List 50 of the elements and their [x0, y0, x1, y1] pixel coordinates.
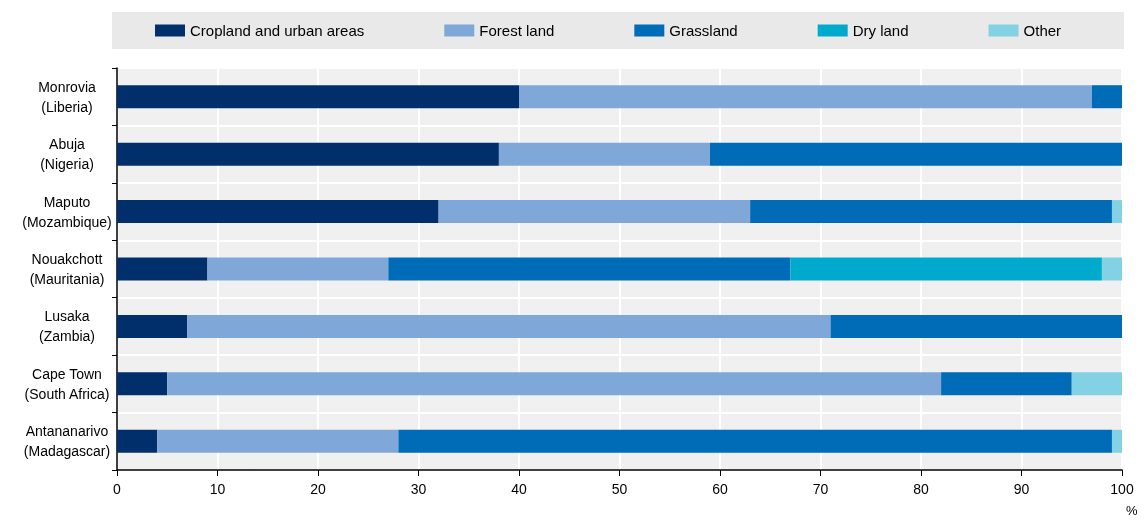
y-tick-label: Lusaka (Zambia): [38, 308, 96, 345]
x-tick-label: 0: [113, 481, 122, 497]
y-tick-label: Antananarivo (Madagascar): [23, 423, 111, 460]
bar: [709, 142, 1122, 166]
x-tick-label: 70: [812, 481, 829, 497]
x-axis-title: %: [1126, 503, 1138, 518]
bar: [438, 200, 751, 224]
bar: [398, 429, 1112, 453]
x-tick-label: 50: [611, 481, 628, 497]
bar: [157, 429, 399, 453]
y-tick-label: Cape Town (South Africa): [24, 365, 110, 402]
x-tick-label: 30: [410, 481, 427, 497]
bar: [117, 200, 439, 224]
bar: [117, 257, 208, 281]
bar: [167, 372, 942, 396]
y-tick-label: Abuja (Nigeria): [40, 136, 94, 173]
x-tick-label: 60: [712, 481, 728, 497]
bar: [830, 314, 1122, 338]
bar: [117, 429, 158, 453]
bar: [187, 314, 831, 338]
y-tick-label: Maputo (Mozambique): [22, 193, 112, 230]
x-tick-label: 90: [1013, 481, 1030, 497]
bar: [498, 142, 710, 166]
legend-label: Other: [1023, 22, 1062, 39]
bar: [1111, 200, 1122, 224]
bar: [117, 314, 188, 338]
bar: [207, 257, 389, 281]
x-tick-label: 10: [209, 481, 226, 497]
legend-label: Grassland: [669, 22, 738, 39]
bar: [117, 372, 168, 396]
y-tick-label: Nouakchott (Mauritania): [29, 251, 105, 287]
bar: [519, 85, 1092, 109]
bar: [1111, 429, 1122, 453]
bar: [941, 372, 1072, 396]
legend-label: Forest land: [479, 22, 555, 39]
bar: [750, 200, 1112, 224]
y-tick-label: Monrovia (Liberia): [38, 78, 96, 115]
bar: [1101, 257, 1122, 281]
legend-label: Cropland and urban areas: [190, 22, 365, 39]
x-tick-label: 80: [913, 481, 929, 497]
legend-label: Dry land: [852, 22, 909, 39]
bar: [1091, 85, 1122, 109]
bar: [790, 257, 1102, 281]
x-tick-label: 100: [1110, 481, 1134, 497]
x-tick-label: 20: [310, 481, 326, 497]
bar: [1071, 372, 1122, 396]
x-tick-label: 40: [511, 481, 527, 497]
bar: [117, 85, 519, 109]
bar: [117, 142, 499, 166]
bar: [388, 257, 791, 281]
